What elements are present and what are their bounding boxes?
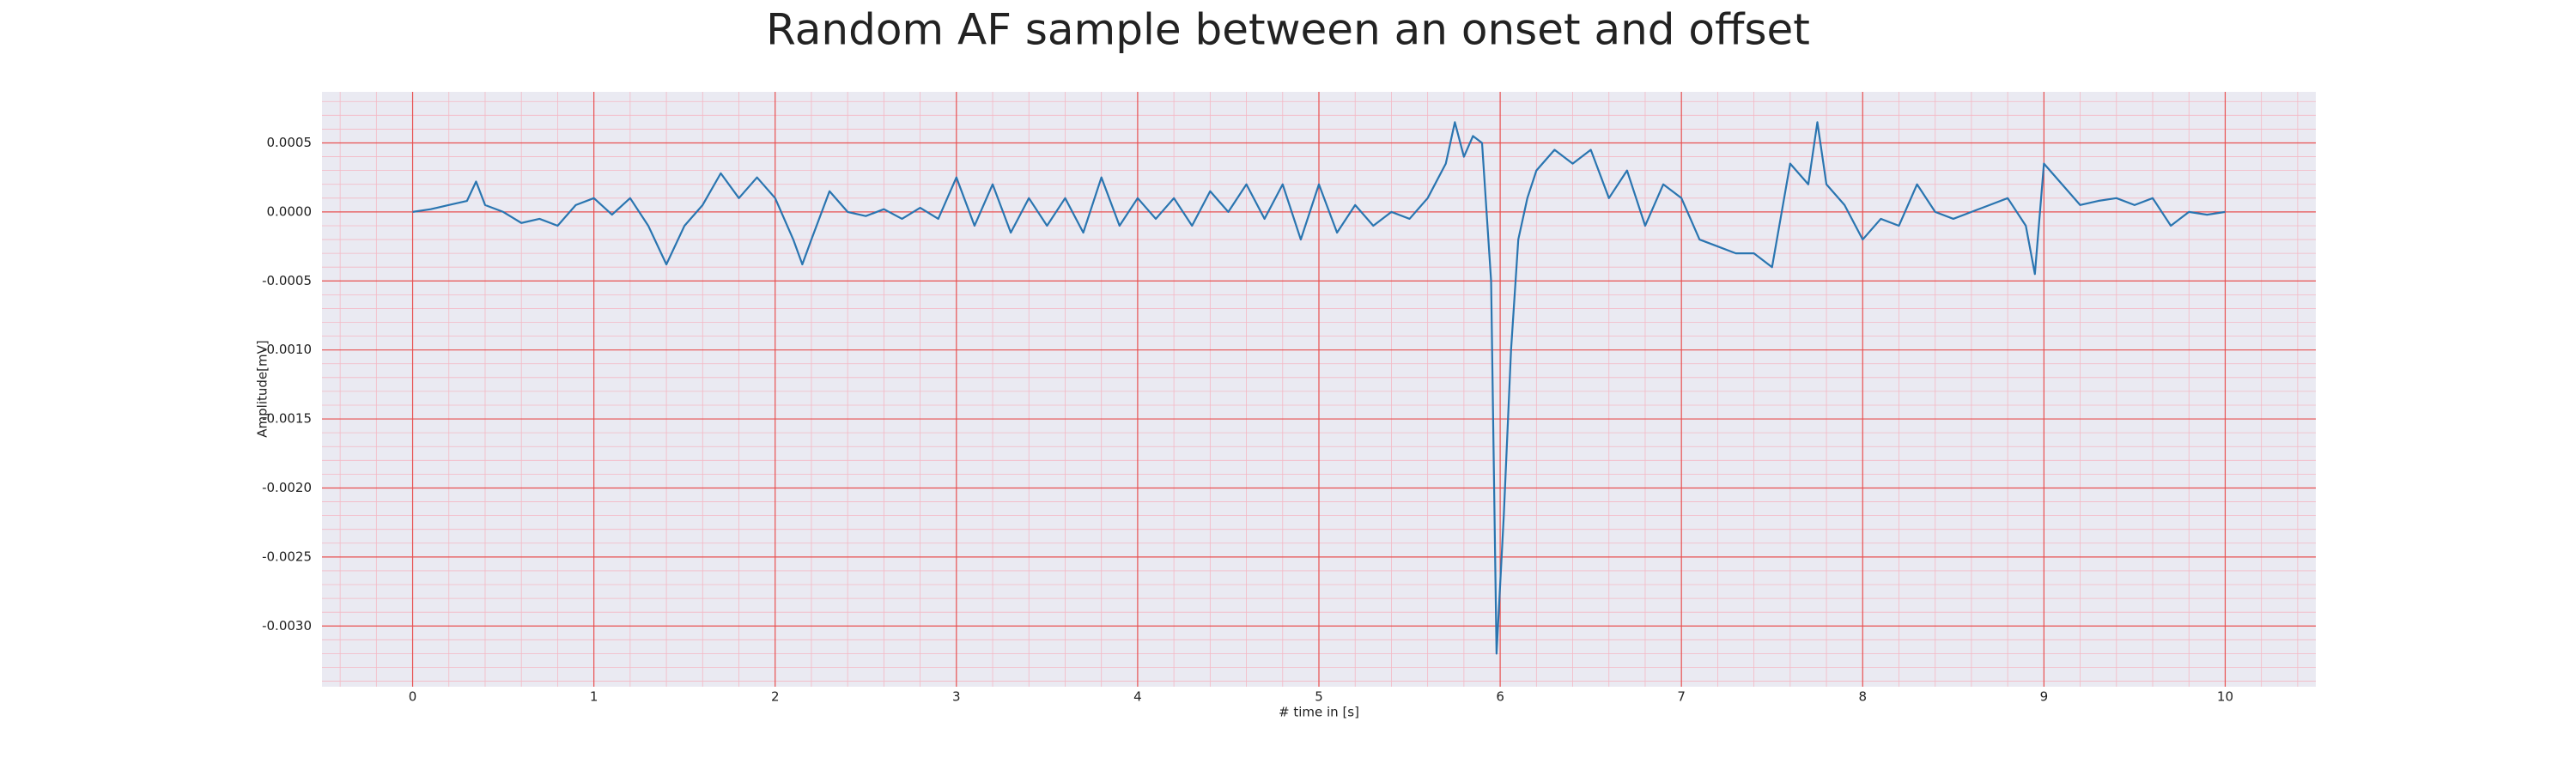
x-tick-label: 9 xyxy=(2040,689,2049,705)
x-tick-label: 7 xyxy=(1677,689,1686,705)
y-tick-label: 0.0005 xyxy=(267,135,313,150)
y-tick-label: -0.0005 xyxy=(262,273,312,288)
y-tick-label: -0.0010 xyxy=(262,342,312,357)
chart-title: Random AF sample between an onset and of… xyxy=(766,5,1810,55)
data-line xyxy=(412,121,2226,655)
y-axis-label: Amplitude[mV] xyxy=(255,340,270,437)
x-tick-label: 1 xyxy=(590,689,598,705)
y-tick-label: 0.0000 xyxy=(267,203,313,219)
x-tick-label: 10 xyxy=(2217,689,2233,705)
x-tick-label: 3 xyxy=(952,689,961,705)
x-axis-label: # time in [s] xyxy=(1279,705,1359,720)
x-tick-label: 4 xyxy=(1133,689,1142,705)
x-tick-label: 6 xyxy=(1496,689,1504,705)
y-tick-label: -0.0025 xyxy=(262,549,312,564)
x-tick-label: 0 xyxy=(409,689,417,705)
y-tick-label: -0.0015 xyxy=(262,411,312,427)
y-tick-label: -0.0020 xyxy=(262,480,312,495)
y-tick-label: -0.0030 xyxy=(262,618,312,634)
x-tick-label: 8 xyxy=(1858,689,1867,705)
x-tick-label: 2 xyxy=(771,689,780,705)
x-tick-label: 5 xyxy=(1315,689,1323,705)
